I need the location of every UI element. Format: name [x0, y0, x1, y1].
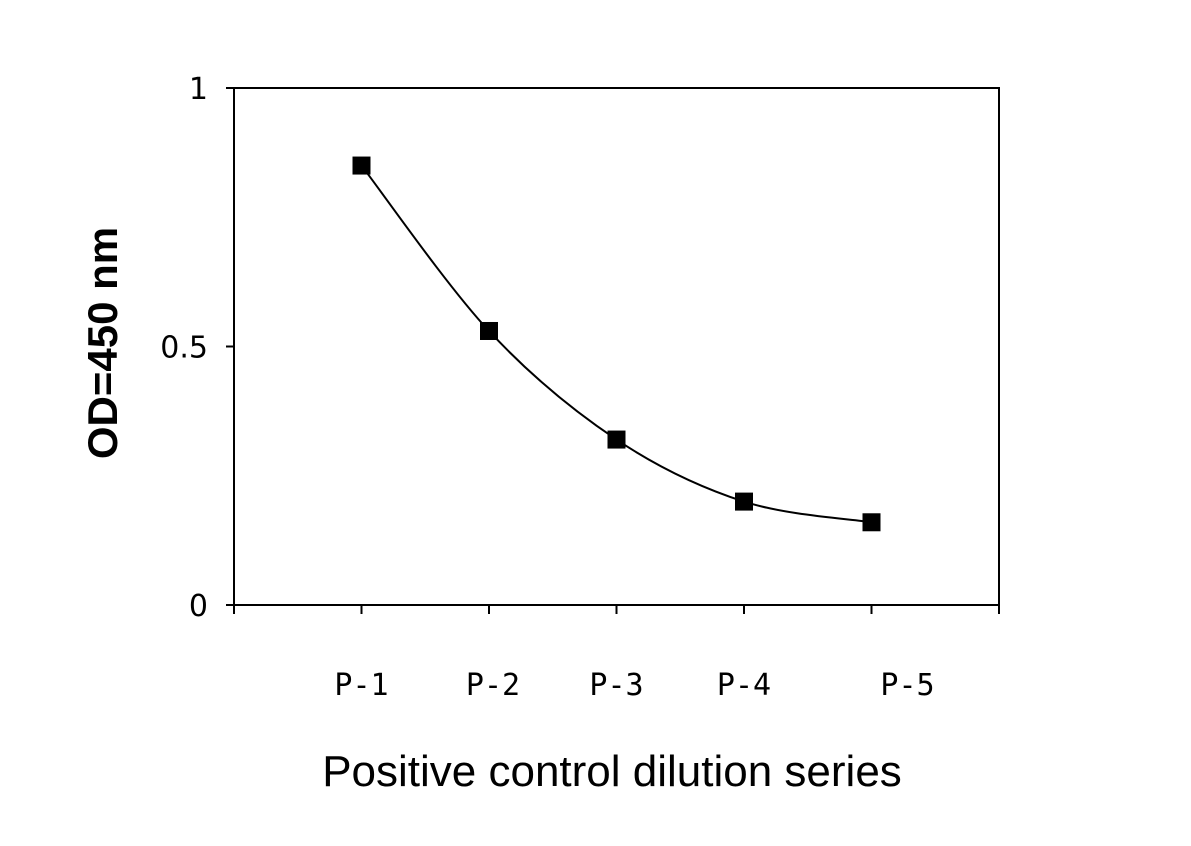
- x-tick-label: P-5: [880, 668, 934, 703]
- y-tick-label: 0.5: [160, 331, 208, 366]
- plot-area: [233, 87, 1000, 606]
- series-line: [360, 164, 872, 524]
- x-axis-ticks: P-1 P-2 P-3 P-4 P-5: [233, 605, 1000, 703]
- data-point-p-3: [607, 430, 626, 449]
- x-tick-label: P-3: [589, 668, 643, 703]
- data-point-p-5: [862, 513, 881, 532]
- y-axis-title: OD=450 nm: [79, 227, 126, 459]
- y-tick-label: 0: [189, 589, 208, 624]
- x-tick-label: P-2: [466, 668, 520, 703]
- x-tick-label: P-4: [717, 668, 771, 703]
- y-tick-label: 1: [189, 72, 208, 107]
- data-point-p-2: [480, 321, 498, 340]
- series-markers: [352, 156, 881, 532]
- y-axis-ticks: 00.51: [160, 72, 234, 624]
- data-point-p-4: [735, 492, 753, 511]
- data-point-p-1: [352, 156, 371, 175]
- x-tick-label: P-1: [334, 668, 388, 703]
- x-axis-title: Positive control dilution series: [322, 747, 902, 796]
